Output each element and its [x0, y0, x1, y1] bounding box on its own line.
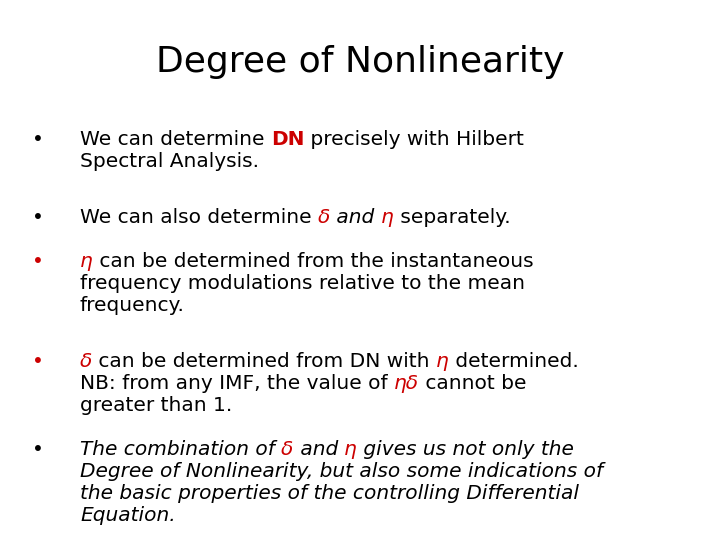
Text: can be determined from the instantaneous: can be determined from the instantaneous: [93, 252, 534, 271]
Text: Equation.: Equation.: [80, 506, 176, 525]
Text: Degree of Nonlinearity, but also some indications of: Degree of Nonlinearity, but also some in…: [80, 462, 603, 481]
Text: •: •: [32, 130, 44, 149]
Text: Spectral Analysis.: Spectral Analysis.: [80, 152, 259, 171]
Text: η: η: [80, 252, 93, 271]
Text: DN: DN: [271, 130, 305, 149]
Text: η: η: [436, 352, 449, 371]
Text: We can determine: We can determine: [80, 130, 271, 149]
Text: cannot be: cannot be: [419, 374, 526, 393]
Text: η: η: [381, 208, 394, 227]
Text: greater than 1.: greater than 1.: [80, 396, 233, 415]
Text: gives us not only the: gives us not only the: [357, 440, 574, 459]
Text: •: •: [32, 352, 44, 371]
Text: frequency.: frequency.: [80, 296, 185, 315]
Text: δ: δ: [80, 352, 92, 371]
Text: precisely with Hilbert: precisely with Hilbert: [305, 130, 524, 149]
Text: the basic properties of the controlling Differential: the basic properties of the controlling …: [80, 484, 579, 503]
Text: and: and: [294, 440, 344, 459]
Text: δ: δ: [282, 440, 294, 459]
Text: Degree of Nonlinearity: Degree of Nonlinearity: [156, 45, 564, 79]
Text: δ: δ: [318, 208, 330, 227]
Text: can be determined from DN with: can be determined from DN with: [92, 352, 436, 371]
Text: determined.: determined.: [449, 352, 579, 371]
Text: •: •: [32, 208, 44, 227]
Text: •: •: [32, 440, 44, 459]
Text: The combination of: The combination of: [80, 440, 282, 459]
Text: η: η: [344, 440, 357, 459]
Text: NB: from any IMF, the value of: NB: from any IMF, the value of: [80, 374, 394, 393]
Text: separately.: separately.: [394, 208, 510, 227]
Text: ηδ: ηδ: [394, 374, 419, 393]
Text: •: •: [32, 252, 44, 271]
Text: We can also determine: We can also determine: [80, 208, 318, 227]
Text: and: and: [330, 208, 381, 227]
Text: frequency modulations relative to the mean: frequency modulations relative to the me…: [80, 274, 525, 293]
